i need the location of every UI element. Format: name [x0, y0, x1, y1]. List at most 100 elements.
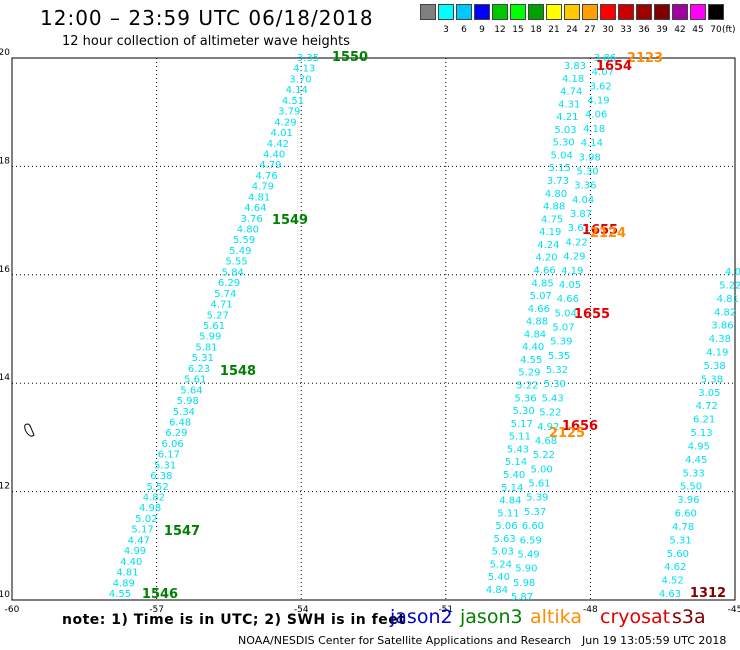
legend-label: 12: [494, 25, 506, 35]
legend-label: 21: [548, 25, 560, 35]
legend-swatch: [564, 4, 580, 20]
swh-value: 3.96: [677, 495, 699, 506]
swh-value: 5.37: [524, 507, 546, 518]
pass-time-label: 2124: [590, 226, 626, 241]
swh-value: 4.92: [537, 422, 559, 433]
swh-value: 5.98: [513, 578, 535, 589]
swh-value: 5.31: [154, 460, 176, 471]
swh-value: 5.06: [495, 521, 517, 532]
swh-value: 4.81: [248, 192, 270, 203]
swh-value: 5.49: [229, 246, 251, 257]
swh-value: 4.45: [685, 455, 707, 466]
swh-value: 4.78: [672, 522, 694, 533]
swh-value: 4.84: [499, 496, 521, 507]
island-outline: [24, 423, 35, 437]
pass-time-label: 1546: [142, 587, 178, 602]
pass-time-label: 1312: [690, 586, 726, 601]
swh-value: 4.14: [286, 85, 308, 96]
swh-value: 5.40: [488, 572, 510, 583]
swh-value: 5.39: [526, 493, 548, 504]
swh-value: 6.59: [520, 535, 542, 546]
legend-swatch: [600, 4, 616, 20]
longitude-tick-label: -51: [438, 605, 453, 615]
legend-swatch: [708, 4, 724, 20]
longitude-tick-label: -48: [583, 605, 598, 615]
swh-value: 3.05: [698, 388, 720, 399]
swh-value: 4.85: [532, 278, 554, 289]
swh-value: 5.81: [195, 342, 217, 353]
pass-time-label: 1548: [220, 364, 256, 379]
swh-value: 5.74: [214, 289, 236, 300]
swh-value: 5.13: [690, 428, 712, 439]
swh-value: 3.76: [240, 214, 262, 225]
swh-value: 4.13: [293, 64, 315, 75]
swh-value: 4.31: [558, 99, 580, 110]
swh-value: 3.83: [564, 61, 586, 72]
swh-value: 4.76: [256, 171, 278, 182]
swh-value: 5.63: [493, 534, 515, 545]
swh-value: 5.22: [516, 381, 538, 392]
swh-value: 4.40: [120, 557, 142, 568]
swh-value: 5.55: [225, 257, 247, 268]
legend-label: 18: [530, 25, 542, 35]
swh-value: 4.18: [583, 124, 605, 135]
swh-value: 5.00: [531, 464, 553, 475]
swh-value: 4.29: [563, 252, 585, 263]
swh-value: 4.68: [535, 436, 557, 447]
swh-value: 5.30: [552, 138, 574, 149]
swh-value: 5.17: [131, 525, 153, 536]
longitude-tick-label: -54: [294, 605, 309, 615]
legend-swatch: [636, 4, 652, 20]
swh-value: 5.61: [184, 375, 206, 386]
swh-value: 5.34: [173, 407, 195, 418]
swh-value: 5.07: [552, 323, 574, 334]
pass-time-label: 1656: [562, 419, 598, 434]
map-title: 12:00 – 23:59 UTC 06/18/2018: [40, 6, 374, 30]
pass-time-label: 1655: [582, 223, 618, 238]
swh-value: 4.98: [139, 503, 161, 514]
swh-value: 6.21: [693, 415, 715, 426]
swh-value: 4.84: [486, 585, 508, 596]
swh-value: 4.99: [124, 546, 146, 557]
swh-value: 4.88: [543, 202, 565, 213]
swh-value: 5.22: [539, 408, 561, 419]
swh-value: 5.38: [701, 374, 723, 385]
swh-value: 6.23: [188, 364, 210, 375]
credit-text: NOAA/NESDIS Center for Satellite Applica…: [238, 634, 572, 647]
swh-value: 5.64: [180, 385, 202, 396]
swh-value: 3.87: [570, 209, 592, 220]
swh-value: 4.19: [539, 227, 561, 238]
swh-value: 6.38: [150, 471, 172, 482]
swh-value: 5.14: [501, 483, 523, 494]
swh-value: 5.87: [511, 592, 533, 603]
swh-value: 4.14: [581, 138, 603, 149]
swh-value: 4.19: [706, 348, 728, 359]
swh-value: 5.35: [548, 351, 570, 362]
satellite-label-jason3: jason3: [460, 606, 523, 628]
legend-unit: (ft): [722, 25, 736, 35]
swh-value: 5.33: [682, 468, 704, 479]
swh-value: 4.52: [661, 576, 683, 587]
swh-value: 4.66: [533, 265, 555, 276]
swh-value: 4.51: [282, 96, 304, 107]
legend-swatch: [654, 4, 670, 20]
swh-value: 4.55: [520, 355, 542, 366]
swh-value: 5.31: [669, 535, 691, 546]
swh-value: 4.20: [535, 253, 557, 264]
footer-note: note: 1) Time is in UTC; 2) SWH is in fe…: [62, 612, 406, 628]
legend-swatch: [618, 4, 634, 20]
swh-value: 4.04: [572, 195, 594, 206]
swh-value: 4.42: [267, 139, 289, 150]
pass-time-label: 1547: [164, 524, 200, 539]
swh-value: 5.17: [511, 419, 533, 430]
swh-value: 4.21: [556, 112, 578, 123]
longitude-tick-label: -60: [5, 605, 20, 615]
legend-swatch: [690, 4, 706, 20]
latitude-tick-label: 16: [0, 265, 10, 275]
swh-value: 5.30: [544, 379, 566, 390]
swh-value: 3.73: [547, 176, 569, 187]
legend-label: 36: [638, 25, 650, 35]
latitude-tick-label: 20: [0, 48, 10, 58]
legend-label: 27: [584, 25, 596, 35]
